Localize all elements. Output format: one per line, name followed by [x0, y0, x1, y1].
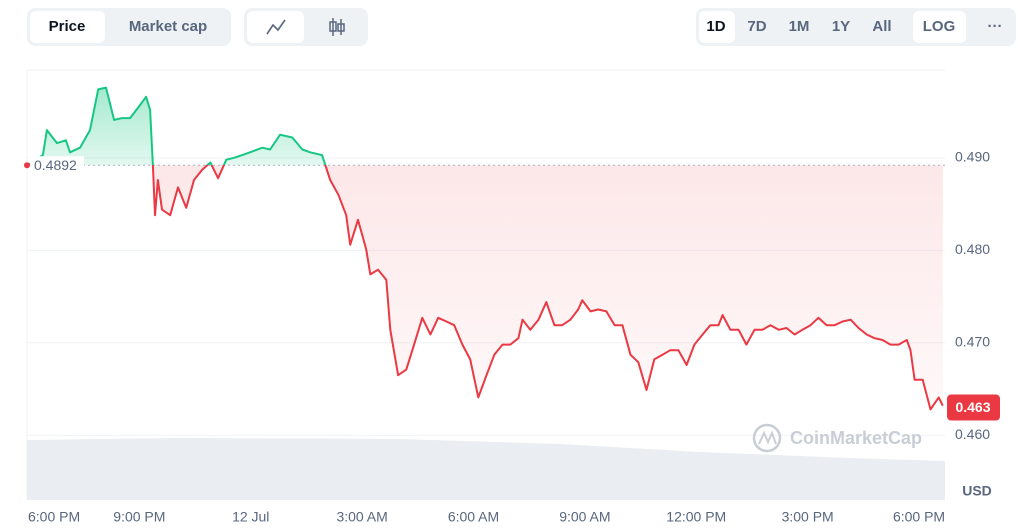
x-tick-label: 9:00 AM [559, 509, 610, 525]
more-button[interactable]: ··· [988, 18, 1003, 35]
x-tick-label: 6:00 AM [448, 509, 499, 525]
range-7d[interactable]: 7D [747, 18, 766, 35]
x-tick-label: 9:00 PM [113, 509, 165, 525]
y-tick-label: 0.480 [955, 241, 990, 257]
volume-area [27, 438, 945, 500]
tab-market-cap[interactable]: Market cap [129, 18, 207, 35]
reference-label: 0.4892 [34, 157, 77, 173]
reference-dot [24, 162, 30, 169]
tab-price[interactable]: Price [49, 18, 86, 35]
current-price-label: 0.463 [955, 399, 990, 415]
reference-label-bg [30, 156, 84, 175]
y-tick-label: 0.490 [955, 149, 990, 165]
x-tick-label: 3:00 PM [782, 509, 834, 525]
x-tick-label: 6:00 PM [28, 509, 80, 525]
watermark: CoinMarketCap [752, 423, 922, 453]
y-tick-label: 0.470 [955, 333, 990, 349]
x-tick-label: 12 Jul [232, 509, 269, 525]
candle-icon[interactable] [329, 18, 345, 36]
line-icon[interactable] [266, 19, 286, 35]
range-tabs [696, 8, 1016, 46]
log-toggle[interactable]: LOG [923, 18, 956, 35]
price-area [28, 87, 943, 410]
y-tick-label: 0.460 [955, 426, 990, 442]
tab-selected [30, 11, 105, 43]
price-line [27, 86, 944, 411]
plot [27, 86, 945, 436]
range-1d[interactable]: 1D [706, 18, 725, 35]
range-1y[interactable]: 1Y [832, 18, 850, 35]
range-1m[interactable]: 1M [789, 18, 810, 35]
x-tick-label: 12:00 PM [666, 509, 726, 525]
current-price-tag [947, 394, 1000, 421]
x-tick-label: 3:00 AM [336, 509, 387, 525]
range-all[interactable]: All [872, 18, 891, 35]
watermark-text: CoinMarketCap [790, 428, 922, 448]
tab-selected [699, 11, 735, 43]
x-tick-label: 6:00 PM [893, 509, 945, 525]
currency-label: USD [962, 483, 992, 499]
log-toggle-bg [913, 11, 966, 43]
